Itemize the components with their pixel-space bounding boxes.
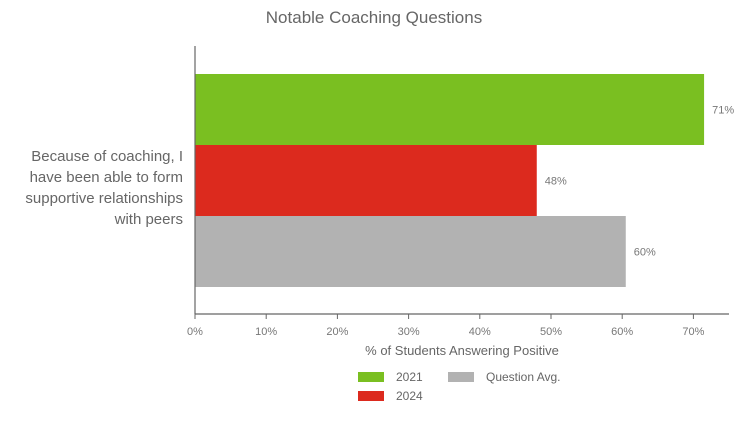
x-tick-label: 40%	[469, 326, 491, 338]
x-tick-label: 20%	[326, 326, 348, 338]
category-label-line: Because of coaching, I	[31, 148, 183, 165]
legend-label-2024: 2024	[396, 389, 423, 403]
legend-swatch-2024	[358, 391, 384, 401]
bar-question-avg[interactable]	[195, 216, 626, 287]
category-label-line: with peers	[114, 211, 183, 228]
x-tick-label: 0%	[187, 326, 203, 338]
category-label-line: supportive relationships	[25, 190, 183, 207]
x-tick-label: 70%	[682, 326, 704, 338]
data-label-2021: 71%	[712, 105, 734, 117]
bar-2024[interactable]	[195, 145, 537, 216]
legend-item-2021[interactable]: 2021	[358, 369, 423, 385]
x-tick-label: 60%	[611, 326, 633, 338]
category-label-line: have been able to form	[30, 169, 183, 186]
legend-swatch-2021	[358, 372, 384, 382]
legend-label-2021: 2021	[396, 370, 423, 384]
x-tick-label: 50%	[540, 326, 562, 338]
data-label-question-avg: 60%	[634, 247, 656, 259]
legend-swatch-question-avg	[448, 372, 474, 382]
data-label-2024: 48%	[545, 176, 567, 188]
legend: 2021 Question Avg. 2024	[358, 369, 618, 409]
chart-title: Notable Coaching Questions	[266, 8, 482, 27]
legend-item-2024[interactable]: 2024	[358, 388, 423, 404]
category-label: Because of coaching, I have been able to …	[25, 148, 183, 228]
x-tick-label: 10%	[255, 326, 277, 338]
x-axis-label: % of Students Answering Positive	[365, 343, 559, 358]
x-tick-label: 30%	[398, 326, 420, 338]
legend-label-question-avg: Question Avg.	[486, 370, 561, 384]
bar-2021[interactable]	[195, 74, 705, 145]
legend-item-question-avg[interactable]: Question Avg.	[448, 369, 561, 385]
